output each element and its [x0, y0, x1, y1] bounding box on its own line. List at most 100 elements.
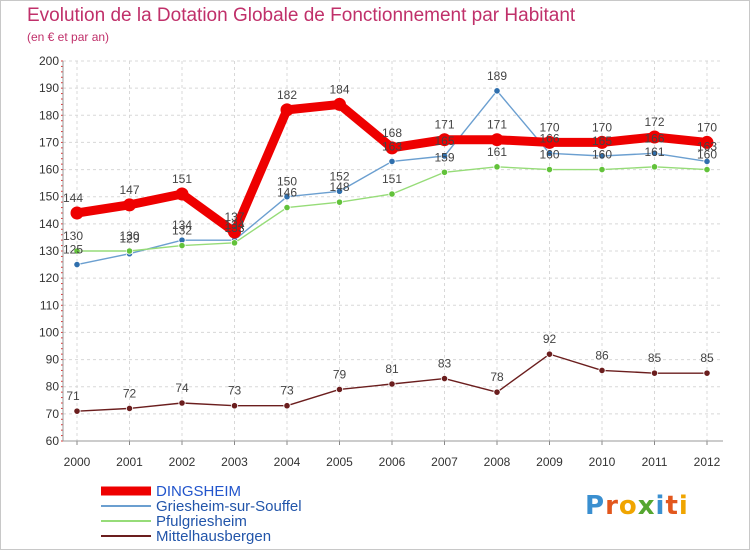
data-label-dingsheim: 168	[382, 126, 402, 140]
x-tick-label: 2006	[379, 455, 406, 469]
x-tick-label: 2001	[116, 455, 143, 469]
x-tick-label: 2007	[431, 455, 458, 469]
logo-letter: r	[605, 491, 619, 521]
data-point-dingsheim	[70, 206, 84, 220]
data-point-mittelhausbergen	[650, 369, 659, 377]
data-label-mittelhausbergen: 74	[175, 381, 189, 395]
y-tick-label: 170	[39, 135, 59, 149]
data-label-dingsheim: 184	[329, 82, 349, 96]
y-tick-label: 190	[39, 81, 59, 95]
proxiti-logo: Proxiti	[585, 491, 689, 521]
data-point-mittelhausbergen	[598, 366, 606, 375]
logo-letter: o	[618, 491, 638, 521]
data-label-dingsheim: 144	[63, 191, 83, 205]
data-point-pfulgriesheim	[493, 163, 501, 171]
logo-letter: t	[665, 491, 679, 521]
data-label-griesheim-sur-souffel: 163	[697, 139, 717, 153]
data-point-griesheim-sur-souffel	[598, 152, 606, 160]
data-label-pfulgriesheim: 133	[224, 221, 244, 235]
data-label-griesheim-sur-souffel: 129	[119, 232, 139, 246]
data-label-griesheim-sur-souffel: 166	[539, 131, 559, 145]
y-tick-label: 160	[39, 163, 59, 177]
chart-title: Evolution de la Dotation Globale de Fonc…	[27, 5, 576, 26]
data-point-pfulgriesheim	[598, 165, 606, 174]
data-label-pfulgriesheim: 160	[592, 148, 612, 162]
data-point-mittelhausbergen	[388, 380, 396, 388]
data-label-pfulgriesheim: 130	[63, 229, 83, 243]
data-label-mittelhausbergen: 78	[490, 370, 504, 384]
data-label-dingsheim: 182	[277, 88, 297, 102]
data-label-mittelhausbergen: 85	[648, 351, 662, 365]
data-label-mittelhausbergen: 81	[385, 362, 399, 376]
logo-letter: i	[678, 491, 689, 521]
axis-layer: 60 70 80 90 100 110 120 130 140 150 160 170 180 190 20…	[39, 54, 723, 469]
data-label-pfulgriesheim: 160	[539, 148, 559, 162]
data-point-griesheim-sur-souffel	[73, 260, 81, 269]
data-label-mittelhausbergen: 92	[543, 332, 557, 346]
chart-subtitle: (en € et par an)	[27, 30, 110, 44]
data-label-griesheim-sur-souffel: 165	[434, 134, 454, 148]
y-tick-label: 60	[46, 434, 60, 448]
data-label-mittelhausbergen: 73	[228, 384, 242, 398]
data-label-dingsheim: 171	[434, 118, 454, 132]
x-tick-label: 2008	[484, 455, 511, 469]
data-point-griesheim-sur-souffel	[493, 87, 501, 95]
data-label-mittelhausbergen: 85	[700, 351, 714, 365]
data-label-mittelhausbergen: 86	[595, 348, 609, 362]
x-tick-label: 2005	[326, 455, 353, 469]
data-label-pfulgriesheim: 151	[382, 172, 402, 186]
data-label-dingsheim: 171	[487, 118, 507, 132]
x-tick-label: 2012	[694, 455, 721, 469]
data-point-dingsheim	[228, 225, 241, 239]
data-label-mittelhausbergen: 79	[333, 367, 347, 381]
data-point-pfulgriesheim	[703, 165, 711, 174]
data-label-dingsheim: 172	[644, 115, 664, 129]
legend-label-pfulgriesheim: Pfulgriesheim	[156, 513, 247, 530]
legend-label-dingsheim: DINGSHEIM	[156, 483, 241, 500]
data-point-mittelhausbergen	[335, 385, 344, 394]
data-label-dingsheim: 170	[592, 120, 612, 134]
data-point-dingsheim	[543, 135, 556, 149]
data-label-griesheim-sur-souffel: 125	[63, 243, 83, 257]
data-label-mittelhausbergen: 73	[280, 384, 294, 398]
legend: DINGSHEIMGriesheim-sur-SouffelPfulgriesh…	[101, 483, 302, 545]
data-label-griesheim-sur-souffel: 189	[487, 69, 507, 83]
data-point-griesheim-sur-souffel	[703, 157, 711, 166]
y-tick-label: 110	[40, 298, 59, 312]
data-point-dingsheim	[648, 130, 661, 144]
data-point-griesheim-sur-souffel	[650, 149, 659, 157]
y-tick-label: 180	[39, 108, 59, 122]
data-point-pfulgriesheim	[125, 247, 134, 255]
y-tick-label: 130	[39, 244, 59, 258]
data-label-pfulgriesheim: 130	[119, 229, 139, 243]
data-label-griesheim-sur-souffel: 134	[172, 218, 192, 232]
data-label-griesheim-sur-souffel: 163	[382, 139, 402, 153]
data-point-pfulgriesheim	[388, 190, 396, 198]
data-label-dingsheim: 170	[539, 120, 559, 134]
x-tick-label: 2000	[64, 455, 91, 469]
data-point-pfulgriesheim	[178, 241, 186, 250]
data-label-dingsheim: 147	[119, 183, 139, 197]
data-point-mittelhausbergen	[440, 374, 449, 383]
data-point-griesheim-sur-souffel	[283, 193, 291, 201]
y-tick-label: 90	[46, 353, 60, 367]
data-label-pfulgriesheim: 146	[277, 186, 297, 200]
data-point-dingsheim	[280, 103, 294, 117]
data-point-mittelhausbergen	[73, 407, 81, 415]
data-point-pfulgriesheim	[283, 203, 291, 212]
data-point-dingsheim	[385, 141, 399, 155]
data-point-griesheim-sur-souffel	[440, 152, 449, 160]
y-tick-label: 120	[39, 271, 59, 285]
data-point-mittelhausbergen	[545, 350, 554, 358]
data-point-dingsheim	[595, 135, 609, 149]
data-point-mittelhausbergen	[178, 399, 186, 407]
x-tick-label: 2009	[536, 455, 563, 469]
data-label-dingsheim: 170	[697, 120, 717, 134]
y-tick-label: 200	[39, 54, 59, 68]
data-point-mittelhausbergen	[230, 402, 239, 410]
x-tick-label: 2002	[169, 455, 196, 469]
data-point-dingsheim	[175, 187, 189, 201]
data-label-griesheim-sur-souffel: 152	[329, 169, 349, 183]
